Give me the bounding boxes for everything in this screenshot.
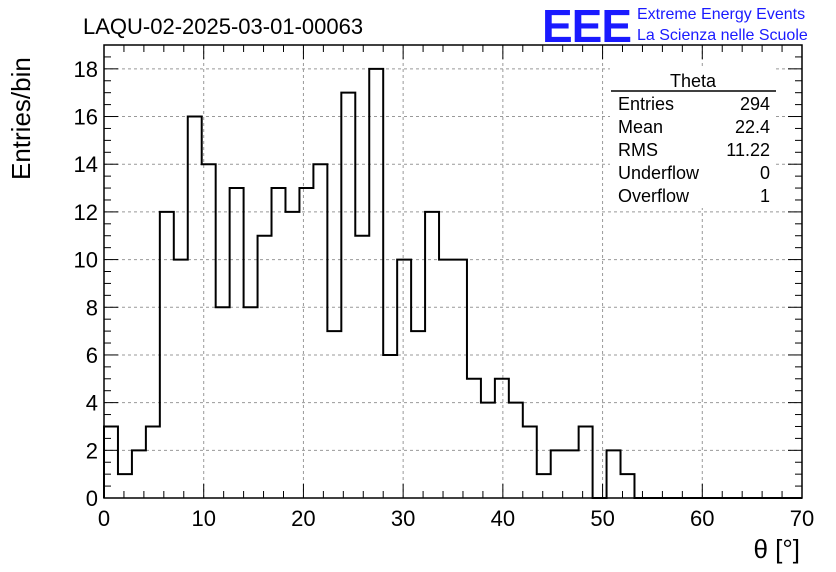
y-tick-label: 12 — [74, 200, 98, 225]
stats-row-label: Underflow — [618, 163, 700, 183]
stats-row-label: Mean — [618, 117, 663, 137]
stats-row-label: Entries — [618, 94, 674, 114]
x-axis-label: θ [°] — [753, 534, 800, 564]
stats-row-label: Overflow — [618, 186, 690, 206]
y-tick-label: 2 — [86, 438, 98, 463]
stats-row-value: 0 — [760, 163, 770, 183]
y-tick-label: 18 — [74, 57, 98, 82]
eee-logo: EEE — [542, 0, 631, 52]
x-tick-label: 10 — [191, 506, 215, 531]
x-tick-label: 20 — [291, 506, 315, 531]
stats-rows: Entries 294 Mean 22.4 RMS 11.22 Underflow 0 Over… — [618, 94, 770, 206]
y-tick-label: 14 — [74, 152, 98, 177]
x-tick-label: 0 — [98, 506, 110, 531]
run-title: LAQU-02-2025-03-01-00063 — [83, 14, 363, 39]
x-tick-label: 40 — [491, 506, 515, 531]
stats-row-value: 11.22 — [726, 140, 770, 160]
y-tick-label: 4 — [86, 391, 98, 416]
x-tick-label: 70 — [790, 506, 814, 531]
stats-row-value: 294 — [740, 94, 770, 114]
histogram-outline — [103, 67, 802, 499]
logo-line-2: La Scienza nelle Scuole — [637, 27, 808, 44]
x-tick-label: 60 — [690, 506, 714, 531]
y-tick-label: 6 — [86, 343, 98, 368]
x-tick-label: 50 — [590, 506, 614, 531]
y-tick-label: 10 — [74, 248, 98, 273]
stats-title: Theta — [670, 71, 717, 91]
y-tick-label: 16 — [74, 105, 98, 130]
stats-row-label: RMS — [618, 140, 658, 160]
y-axis-label: Entries/bin — [6, 57, 36, 180]
y-tick-label: 0 — [86, 486, 98, 511]
y-tick-label: 8 — [86, 295, 98, 320]
logo-line-1: Extreme Energy Events — [637, 6, 805, 23]
stats-box: Theta Entries 294 Mean 22.4 RMS 11.22 Underflo… — [610, 68, 776, 208]
x-tick-label: 30 — [391, 506, 415, 531]
stats-row-value: 1 — [760, 186, 770, 206]
stats-row-value: 22.4 — [735, 117, 770, 137]
